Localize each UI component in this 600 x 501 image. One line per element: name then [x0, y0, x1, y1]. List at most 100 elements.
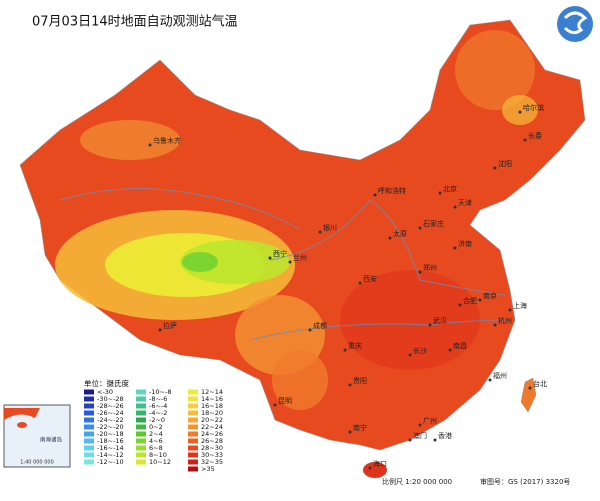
legend-label: -12~-10: [97, 458, 124, 466]
city-label: 武汉: [433, 316, 447, 325]
legend-label: -20~-18: [97, 430, 124, 438]
city-label: 西安: [363, 274, 377, 283]
city-dot: [408, 438, 412, 442]
legend-label: -4~-2: [149, 409, 167, 417]
legend-label: 32~35: [201, 458, 223, 466]
legend-label: -26~-24: [97, 409, 124, 417]
legend-label: 16~18: [201, 402, 223, 410]
legend-swatch: [188, 389, 198, 395]
city-dot: [448, 348, 452, 352]
city-dot: [493, 166, 497, 170]
city-label: 澳门: [413, 431, 427, 440]
legend-label: -10~-8: [149, 388, 172, 396]
legend-label: 14~16: [201, 395, 223, 403]
legend-label: 28~30: [201, 444, 223, 452]
legend-swatch: [84, 431, 94, 437]
scale: 比例尺 1:20 000 000: [382, 477, 452, 486]
legend-swatch: [136, 445, 146, 451]
legend-swatch: [136, 438, 146, 444]
city-dot: [368, 466, 372, 470]
legend-label: 6~8: [149, 444, 163, 452]
city-label: 杭州: [498, 316, 512, 325]
city-label: 成都: [313, 321, 327, 330]
city-label: 南昌: [453, 341, 467, 350]
legend-label: -18~-16: [97, 437, 124, 445]
legend-swatch: [188, 459, 198, 465]
legend-swatch: [84, 396, 94, 402]
city-label: 南京: [483, 291, 497, 300]
city-dot: [518, 110, 522, 114]
city-dot: [308, 328, 312, 332]
city-label: 兰州: [293, 253, 307, 262]
city-dot: [158, 328, 162, 332]
legend-swatch: [136, 424, 146, 430]
legend-swatch: [188, 396, 198, 402]
city-label: 西宁: [273, 249, 287, 258]
legend-swatch: [188, 403, 198, 409]
title: 07月03日14时地面自动观测站气温: [32, 14, 238, 30]
legend-swatch: [136, 389, 146, 395]
city-label: 郑州: [423, 264, 437, 272]
city-label: 拉萨: [163, 321, 177, 330]
city-label: 济南: [458, 239, 472, 248]
city-dot: [488, 378, 492, 382]
legend-label: -2~0: [149, 416, 165, 424]
legend-swatch: [84, 403, 94, 409]
city-dot: [418, 270, 422, 274]
legend-title: 单位：摄氏度: [84, 378, 129, 388]
city-dot: [453, 246, 457, 250]
legend-label: 8~10: [149, 451, 167, 459]
legend-label: 20~22: [201, 416, 223, 424]
city-label: 银川: [323, 223, 337, 232]
legend-label: -14~-12: [97, 451, 124, 459]
legend-label: >35: [201, 465, 215, 473]
city-dot: [273, 403, 277, 407]
city-label: 乌鲁木齐: [153, 136, 181, 145]
legend-swatch: [188, 410, 198, 416]
city-label: 太原: [393, 229, 407, 238]
city-label: 呼和浩特: [378, 186, 406, 195]
legend-label: 0~2: [149, 423, 163, 431]
city-label: 南宁: [353, 423, 367, 432]
legend-label: 24~26: [201, 430, 223, 438]
legend-swatch: [188, 424, 198, 430]
legend-swatch: [84, 410, 94, 416]
city-label: 北京: [443, 184, 457, 193]
city-label: 长沙: [413, 346, 427, 355]
legend-label: 18~20: [201, 409, 223, 417]
city-label: 合肥: [463, 296, 477, 305]
legend-swatch: [84, 438, 94, 444]
legend-label: -8~-6: [149, 395, 167, 403]
city-label: 贵阳: [353, 376, 367, 385]
approval: 审图号：GS (2017) 3320号: [480, 477, 570, 486]
legend-swatch: [84, 417, 94, 423]
city-dot: [453, 205, 457, 209]
city-label: 广州: [423, 416, 437, 425]
hainan: [362, 461, 388, 479]
legend: 单位：摄氏度 <-30-30~-28-28~-26-26~-24-24~-22-…: [84, 378, 223, 473]
city-label: 天津: [458, 199, 472, 207]
legend-swatch: [84, 445, 94, 451]
legend-swatch: [136, 417, 146, 423]
city-label: 沈阳: [498, 159, 512, 168]
legend-swatch: [188, 431, 198, 437]
city-dot: [343, 348, 347, 352]
legend-label: -30~-28: [97, 395, 124, 403]
legend-swatch: [136, 452, 146, 458]
legend-swatch: [84, 452, 94, 458]
legend-label: -24~-22: [97, 416, 124, 424]
city-dot: [348, 430, 352, 434]
inset-label: 南海诸岛: [40, 436, 63, 444]
city-label: 石家庄: [423, 219, 444, 228]
city-label: 福州: [493, 371, 507, 380]
legend-label: 30~33: [201, 451, 223, 459]
legend-swatch: [84, 389, 94, 395]
city-dot: [433, 438, 437, 442]
legend-swatch: [188, 466, 198, 472]
city-dot: [428, 323, 432, 327]
legend-swatch: [136, 459, 146, 465]
city-dot: [148, 143, 152, 147]
legend-swatch: [188, 438, 198, 444]
inset: 南海诸岛 1:40 000 000: [3, 404, 71, 468]
city-label: 香港: [438, 431, 452, 440]
